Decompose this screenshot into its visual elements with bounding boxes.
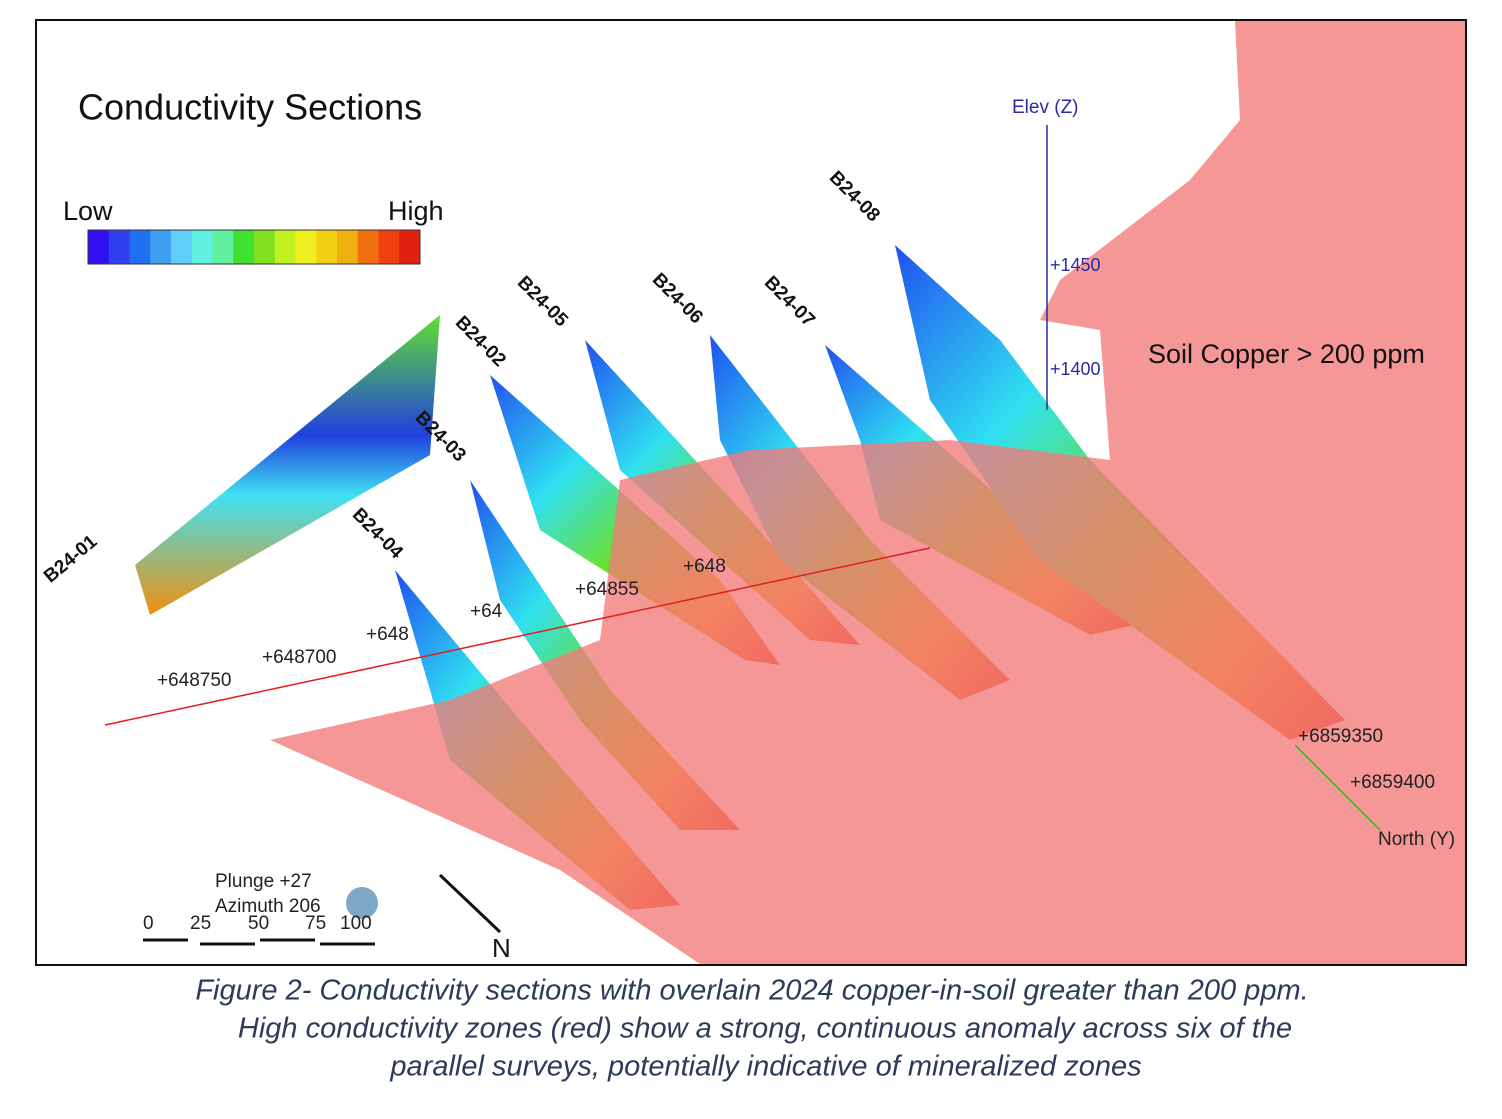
scale-label: 0 [143,913,154,934]
color-swatch [191,230,213,264]
section-b24-01 [135,315,440,615]
elevation-label: Elev (Z) [1012,97,1079,118]
scale-label: 25 [190,913,211,934]
easting-tick: +64855 [575,579,639,600]
caption-line: parallel surveys, potentially indicative… [389,1051,1141,1083]
view-globe [346,887,378,919]
legend-high: High [388,196,444,226]
title: Conductivity Sections [78,87,422,128]
color-swatch [337,230,359,264]
easting-tick: +648700 [262,647,337,668]
elevation-tick: +1400 [1050,359,1101,379]
color-swatch [399,230,421,264]
caption-line: Figure 2- Conductivity sections with ove… [195,975,1308,1007]
color-swatch [254,230,276,264]
soil-label: Soil Copper > 200 ppm [1148,339,1425,369]
color-swatch [171,230,193,264]
color-swatch [150,230,172,264]
color-bar [87,229,421,265]
color-swatch [274,230,296,264]
color-swatch [108,230,130,264]
north-arrow [438,873,502,934]
caption-line: High conductivity zones (red) show a str… [238,1013,1292,1045]
elevation-tick: +1450 [1050,255,1101,275]
color-bar-border [87,229,421,265]
color-swatch [212,230,234,264]
northing-line [1294,744,1381,831]
azimuth: Azimuth 206 [215,896,321,917]
easting-tick: +648750 [157,670,232,691]
northing-label: North (Y) [1378,829,1455,850]
soil-copper-zone [270,21,1465,964]
scale-bar [143,938,375,946]
color-swatch [88,230,110,264]
legend-low: Low [63,196,113,226]
northing-tick: +6859350 [1298,726,1383,747]
plunge: Plunge +27 [215,871,312,892]
easting-tick: +648 [366,624,409,645]
easting-line [104,547,931,726]
northing-tick: +6859400 [1350,772,1435,793]
easting-tick: +64 [470,601,503,622]
color-swatch [357,230,379,264]
scale-label: 100 [340,913,372,934]
scale-label: 50 [248,913,269,934]
easting-tick: +648 [683,556,726,577]
color-swatch [378,230,400,264]
color-swatch [295,230,317,264]
color-swatch [129,230,151,264]
scale-label: 75 [305,913,326,934]
color-swatch [233,230,255,264]
color-swatch [316,230,338,264]
north-label: N [492,933,511,963]
